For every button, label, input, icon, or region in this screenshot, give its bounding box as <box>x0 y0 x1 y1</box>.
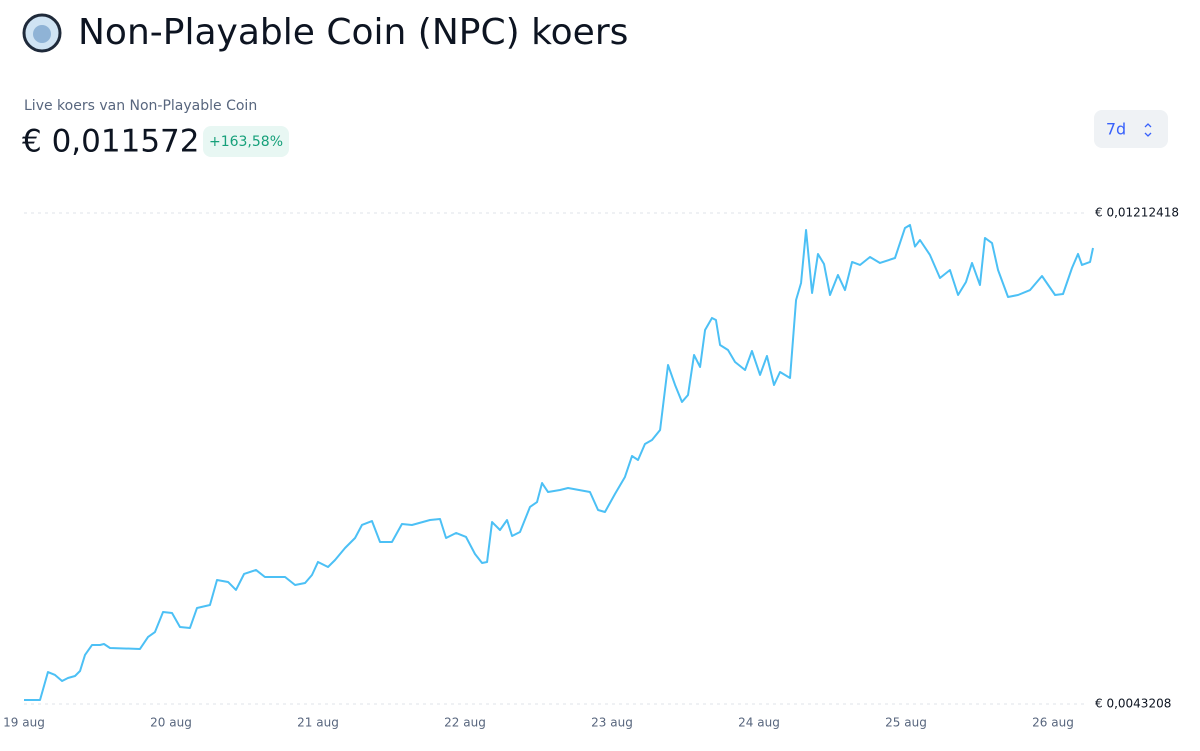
x-tick-label: 24 aug <box>738 716 780 730</box>
period-selector[interactable]: 7d <box>1094 110 1168 148</box>
change: +163,58% <box>209 134 283 150</box>
period[interactable]: 7d <box>1106 120 1126 139</box>
change-badge <box>203 126 289 157</box>
price: € 0,011572 <box>22 124 200 160</box>
coin-icon-face <box>33 25 51 43</box>
price-label: Live koers van Non-Playable Coin <box>24 98 257 114</box>
y-tick-label: € 0,01212418 <box>1095 206 1179 220</box>
y-tick-label: € 0,0043208 <box>1095 697 1171 711</box>
x-tick-label: 23 aug <box>591 716 633 730</box>
x-tick-label: 21 aug <box>297 716 339 730</box>
page-title: Non-Playable Coin (NPC) koers <box>78 12 628 53</box>
x-tick-label: 20 aug <box>150 716 192 730</box>
price-line <box>24 223 1094 702</box>
x-tick-label: 25 aug <box>885 716 927 730</box>
x-tick-label: 19 aug <box>3 716 45 730</box>
x-tick-label: 26 aug <box>1032 716 1074 730</box>
period-button[interactable] <box>1094 110 1168 148</box>
chevron-icon <box>1144 123 1152 137</box>
x-tick-label: 22 aug <box>444 716 486 730</box>
